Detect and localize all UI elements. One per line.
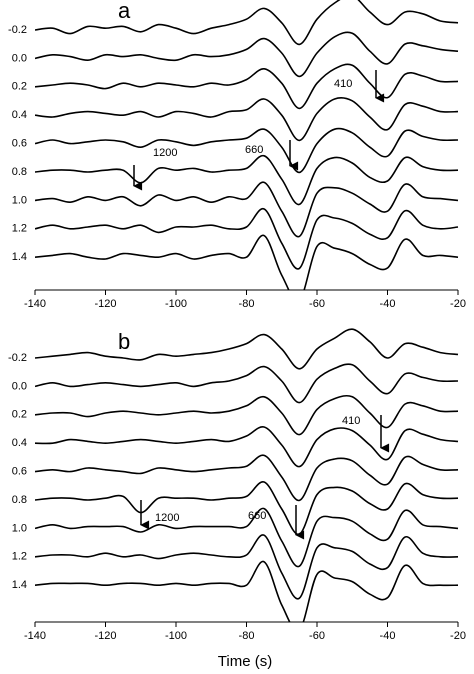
trace-label: 0.8	[12, 166, 27, 178]
trace	[35, 127, 459, 174]
x-tick-label: -60	[309, 298, 325, 310]
x-tick-label: -140	[24, 298, 46, 310]
x-axis-label: Time (s)	[218, 653, 272, 670]
trace	[35, 234, 459, 290]
x-tick-label: -100	[165, 298, 187, 310]
x-tick-label: -120	[94, 630, 116, 642]
annotation: 660	[245, 144, 263, 156]
trace-label: 0.4	[12, 109, 27, 121]
traces	[35, 328, 459, 622]
traces	[35, 0, 459, 290]
trace-label: 0.4	[12, 437, 27, 449]
trace-label: 1.2	[12, 223, 27, 235]
trace-label: 0.0	[12, 380, 27, 392]
trace-label: -0.2	[8, 24, 27, 36]
x-tick-label: -40	[380, 630, 396, 642]
trace-label: 0.2	[12, 409, 27, 421]
arrows	[133, 70, 390, 540]
trace	[35, 560, 459, 622]
x-tick-label: -20	[450, 298, 466, 310]
trace-label: -0.2	[8, 352, 27, 364]
trace	[35, 454, 459, 502]
trace	[35, 0, 459, 46]
trace	[35, 507, 459, 568]
trace	[35, 426, 459, 468]
annotation: 1200	[153, 147, 177, 159]
trace-label: 0.0	[12, 52, 27, 64]
trace	[35, 208, 459, 270]
trace	[35, 481, 459, 536]
trace-label: 1.4	[12, 579, 27, 591]
trace	[35, 534, 459, 600]
trace	[35, 31, 459, 78]
trace-label: 0.2	[12, 81, 27, 93]
annotation: 410	[334, 78, 352, 90]
x-tick-label: -80	[239, 630, 255, 642]
annotation: 1200	[155, 512, 179, 524]
trace	[35, 97, 459, 142]
x-tick-label: -40	[380, 298, 396, 310]
trace-label: 0.6	[12, 138, 27, 150]
trace	[35, 328, 459, 370]
trace-label: 1.0	[12, 194, 27, 206]
trace-label: 1.2	[12, 551, 27, 563]
trace-label: 1.4	[12, 251, 27, 263]
trace	[35, 394, 459, 436]
trace	[35, 154, 459, 206]
x-tick-label: -140	[24, 630, 46, 642]
trace	[35, 63, 459, 110]
trace-label: 0.8	[12, 494, 27, 506]
panel-label: b	[118, 329, 130, 354]
trace	[35, 363, 459, 404]
panel-label: a	[118, 0, 131, 23]
trace-label: 1.0	[12, 522, 27, 534]
trace	[35, 181, 459, 238]
x-tick-label: -20	[450, 630, 466, 642]
x-tick-label: -100	[165, 630, 187, 642]
x-tick-label: -120	[94, 298, 116, 310]
x-tick-label: -80	[239, 298, 255, 310]
annotation: 410	[342, 415, 360, 427]
x-tick-label: -60	[309, 630, 325, 642]
trace-label: 0.6	[12, 466, 27, 478]
